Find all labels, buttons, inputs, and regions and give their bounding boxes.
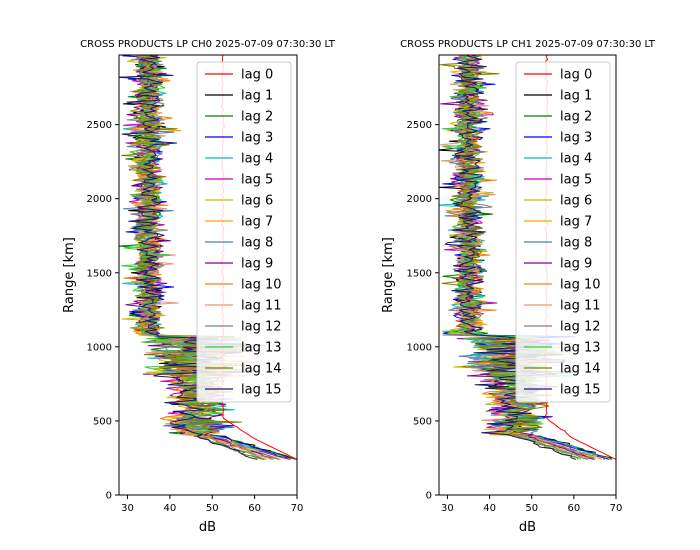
legend-label: lag 2 xyxy=(560,110,592,125)
legend-box xyxy=(515,61,611,403)
legend-label: lag 1 xyxy=(560,89,592,104)
series-line-lag-15 xyxy=(119,55,265,460)
y-axis-label: Range [km] xyxy=(62,237,77,313)
chart-panel-ch1: CROSS PRODUCTS LP CH1 2025-07-09 07:30:3… xyxy=(381,39,656,535)
legend-label: lag 12 xyxy=(241,320,282,335)
y-tick-label: 0 xyxy=(106,491,112,502)
legend-label: lag 13 xyxy=(241,341,282,356)
legend-label: lag 8 xyxy=(241,236,273,251)
y-tick-label: 500 xyxy=(413,416,432,427)
y-tick-label: 2500 xyxy=(407,120,432,131)
legend-label: lag 14 xyxy=(560,362,601,377)
y-tick-label: 1000 xyxy=(87,342,112,353)
y-tick-label: 1500 xyxy=(87,268,112,279)
legend-label: lag 6 xyxy=(241,194,273,209)
legend-label: lag 8 xyxy=(560,236,592,251)
legend-label: lag 0 xyxy=(241,68,273,83)
x-tick-label: 60 xyxy=(567,503,580,514)
legend-label: lag 6 xyxy=(560,194,592,209)
y-tick-label: 2000 xyxy=(87,194,112,205)
x-tick-label: 30 xyxy=(121,503,134,514)
legend-label: lag 15 xyxy=(560,383,601,398)
legend-label: lag 13 xyxy=(560,341,601,356)
legend-label: lag 11 xyxy=(560,299,601,314)
x-tick-label: 70 xyxy=(291,503,304,514)
legend-label: lag 5 xyxy=(241,173,273,188)
legend-label: lag 4 xyxy=(560,152,592,167)
plot-frame xyxy=(438,54,617,496)
legend-label: lag 12 xyxy=(560,320,601,335)
legend-label: lag 14 xyxy=(241,362,282,377)
x-axis-label: dB xyxy=(519,520,536,535)
x-tick-label: 30 xyxy=(441,503,454,514)
chart-panel-ch0: CROSS PRODUCTS LP CH0 2025-07-09 07:30:3… xyxy=(62,39,336,535)
legend-label: lag 9 xyxy=(560,257,592,272)
x-tick-label: 50 xyxy=(206,503,219,514)
series-line-lag-13 xyxy=(121,55,267,460)
x-tick-label: 40 xyxy=(483,503,496,514)
legend-label: lag 3 xyxy=(560,131,592,146)
legend-label: lag 1 xyxy=(241,89,273,104)
legend-label: lag 15 xyxy=(241,383,282,398)
legend: lag 0 lag 1 lag 2 lag 3 lag 4 lag 5 lag 6 lag 7… xyxy=(196,61,292,403)
x-axis-label: dB xyxy=(199,520,216,535)
y-axis-label: Range [km] xyxy=(381,237,396,313)
legend-label: lag 0 xyxy=(560,68,592,83)
legend-label: lag 7 xyxy=(560,215,592,230)
legend-label: lag 10 xyxy=(560,278,601,293)
plot-area: 30 40 50 60 70 0 500 1000 1500 2000 2500 lag 0 lag 1… xyxy=(87,54,304,514)
chart-title: CROSS PRODUCTS LP CH1 2025-07-09 07:30:3… xyxy=(400,39,656,50)
legend-label: lag 3 xyxy=(241,131,273,146)
legend-label: lag 10 xyxy=(241,278,282,293)
plot-frame xyxy=(118,54,298,496)
x-tick-label: 60 xyxy=(248,503,261,514)
x-tick-label: 40 xyxy=(163,503,176,514)
x-tick-label: 70 xyxy=(610,503,623,514)
legend-label: lag 11 xyxy=(241,299,282,314)
legend-label: lag 5 xyxy=(560,173,592,188)
y-tick-label: 1000 xyxy=(407,342,432,353)
plot-area: 30 40 50 60 70 0 500 1000 1500 2000 2500 lag 0 lag 1… xyxy=(407,54,623,514)
legend-label: lag 4 xyxy=(241,152,273,167)
legend: lag 0 lag 1 lag 2 lag 3 lag 4 lag 5 lag 6 lag 7… xyxy=(515,61,611,403)
legend-label: lag 2 xyxy=(241,110,273,125)
chart-title: CROSS PRODUCTS LP CH0 2025-07-09 07:30:3… xyxy=(80,39,336,50)
y-tick-label: 500 xyxy=(93,416,112,427)
legend-box xyxy=(196,61,292,403)
y-tick-label: 1500 xyxy=(407,268,432,279)
legend-label: lag 7 xyxy=(241,215,273,230)
y-tick-label: 0 xyxy=(426,491,432,502)
x-tick-label: 50 xyxy=(525,503,538,514)
y-tick-label: 2000 xyxy=(407,194,432,205)
y-tick-label: 2500 xyxy=(87,120,112,131)
legend-label: lag 9 xyxy=(241,257,273,272)
